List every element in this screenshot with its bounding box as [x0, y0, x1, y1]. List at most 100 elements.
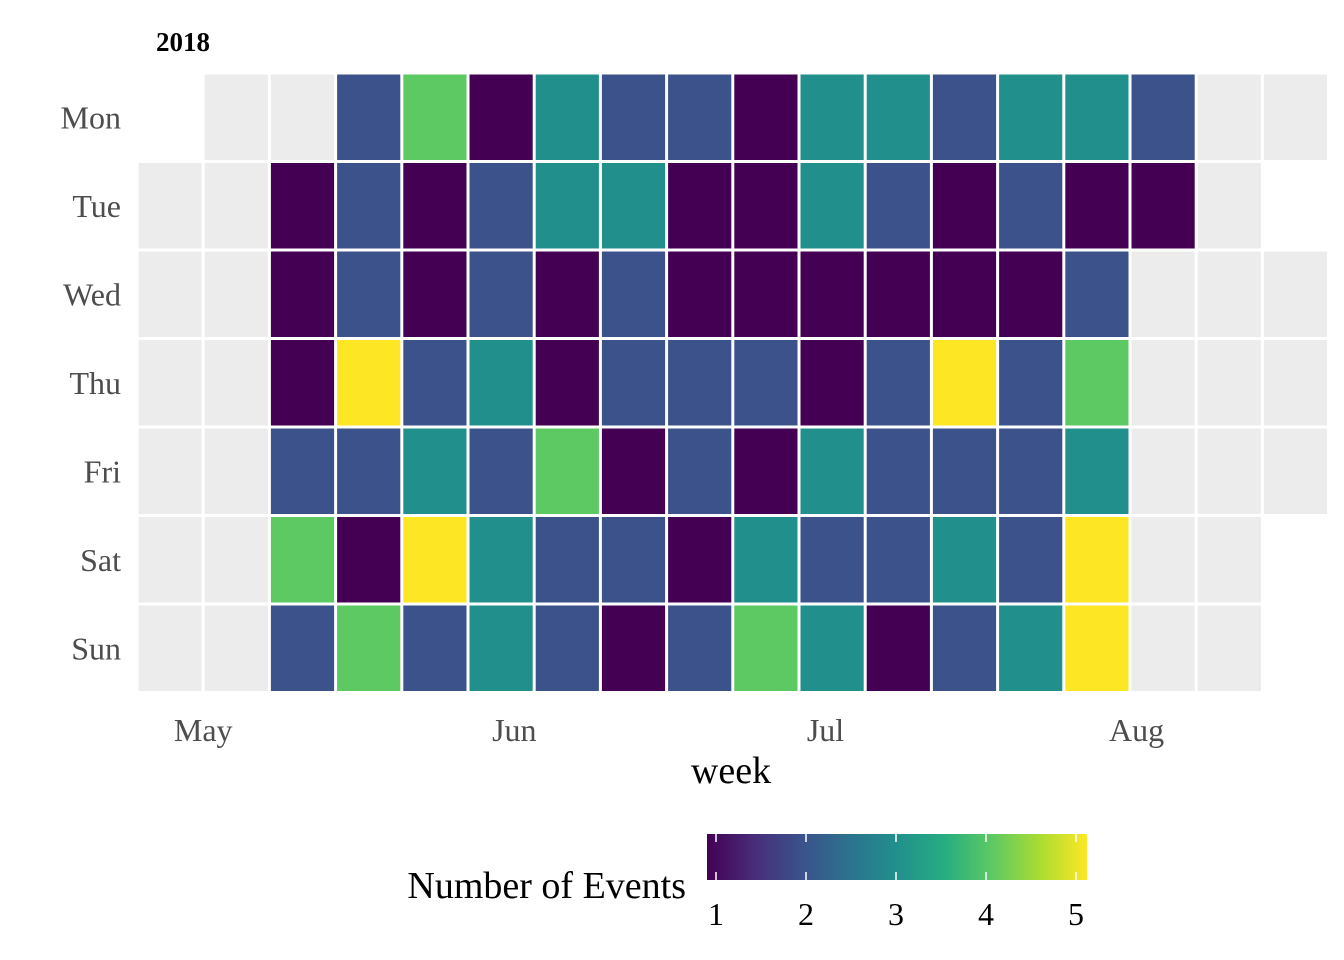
heatmap-cell [932, 605, 997, 691]
heatmap-cell [403, 605, 467, 691]
heatmap-cell [601, 605, 666, 691]
heatmap-cell [535, 340, 599, 426]
heatmap-cell [403, 340, 467, 426]
heatmap-cell [601, 74, 666, 160]
day-label-mon: Mon [61, 99, 121, 135]
legend-title: Number of Events [407, 865, 686, 907]
heatmap-cell-empty [1131, 251, 1195, 337]
heatmap-cell [337, 517, 401, 603]
month-label-jul: Jul [807, 712, 844, 748]
heatmap-cell [734, 517, 798, 603]
heatmap-cell-empty [204, 251, 268, 337]
heatmap-cell [403, 74, 467, 160]
heatmap-cell-empty [1197, 340, 1261, 426]
legend-tick-label: 1 [708, 896, 724, 932]
day-label-thu: Thu [69, 365, 121, 401]
heatmap-cell [469, 428, 533, 514]
heatmap-cell [734, 163, 798, 249]
heatmap-cell-empty [1131, 428, 1195, 514]
heatmap-cell [932, 517, 997, 603]
month-axis: May Jun Jul Aug [174, 712, 1164, 748]
x-axis-title: week [691, 750, 771, 792]
heatmap-cell [999, 74, 1063, 160]
heatmap-cell-empty [1197, 251, 1261, 337]
heatmap-cell [800, 251, 864, 337]
heatmap-cell [999, 340, 1063, 426]
heatmap-cell [337, 251, 401, 337]
heatmap-cell-empty [1197, 163, 1261, 249]
heatmap-cell-empty [204, 517, 268, 603]
heatmap-cell [1065, 428, 1129, 514]
heatmap-cell [734, 340, 798, 426]
heatmap-cell-empty [1263, 74, 1328, 160]
heatmap-cell [469, 340, 533, 426]
heatmap-cell [601, 428, 666, 514]
heatmap-cell-empty [1131, 605, 1195, 691]
heatmap-cell [866, 605, 930, 691]
heatmap-cell-empty [204, 340, 268, 426]
heatmap-cell [535, 251, 599, 337]
day-label-sun: Sun [71, 630, 121, 666]
heatmap-cell [999, 605, 1063, 691]
heatmap-cell [601, 340, 666, 426]
heatmap-cell [668, 163, 732, 249]
heatmap-cell [668, 428, 732, 514]
heatmap-cell [800, 74, 864, 160]
heatmap-cell [668, 605, 732, 691]
heatmap-cell [469, 251, 533, 337]
heatmap-cell [337, 163, 401, 249]
heatmap-cell [1131, 163, 1195, 249]
heatmap-cell [1131, 74, 1195, 160]
heatmap-cell [1065, 340, 1129, 426]
heatmap-cell [403, 428, 467, 514]
heatmap-cell [866, 251, 930, 337]
heatmap-cell [932, 340, 997, 426]
legend-tick-label: 5 [1068, 896, 1084, 932]
heatmap-cell [668, 517, 732, 603]
heatmap-cell [270, 340, 335, 426]
heatmap-cell [270, 163, 335, 249]
heatmap-cell [734, 74, 798, 160]
heatmap-cell [734, 605, 798, 691]
heatmap-cell [866, 428, 930, 514]
heatmap-cell [866, 163, 930, 249]
heatmap-cell-empty [138, 251, 202, 337]
heatmap-cell [1065, 517, 1129, 603]
heatmap-cell-empty [138, 428, 202, 514]
heatmap-cell-empty [204, 428, 268, 514]
heatmap-cell [800, 340, 864, 426]
legend: Number of Events 1 2 3 4 5 [407, 834, 1087, 932]
heatmap-cell [932, 251, 997, 337]
heatmap-cell [1065, 163, 1129, 249]
heatmap-cell [1065, 74, 1129, 160]
heatmap-cell [932, 163, 997, 249]
heatmap-cell [601, 163, 666, 249]
heatmap-cell-empty [1197, 428, 1261, 514]
heatmap-cell-empty [1263, 340, 1328, 426]
chart-title: 2018 [156, 27, 210, 57]
heatmap-cell [337, 428, 401, 514]
heatmap-cell [270, 517, 335, 603]
heatmap-cell [337, 74, 401, 160]
legend-tick-label: 4 [978, 896, 994, 932]
heatmap-cell-empty [138, 605, 202, 691]
heatmap-cell [535, 428, 599, 514]
heatmap-cell [1065, 605, 1129, 691]
heatmap-cell [535, 517, 599, 603]
heatmap-cell [999, 251, 1063, 337]
heatmap-cell-empty [1263, 251, 1328, 337]
heatmap-cell [999, 163, 1063, 249]
heatmap-cell [734, 251, 798, 337]
heatmap-cell [270, 251, 335, 337]
heatmap-cell-empty [1197, 74, 1261, 160]
day-axis: Mon Tue Wed Thu Fri Sat Sun [61, 99, 122, 666]
heatmap-cell-empty [1197, 605, 1261, 691]
heatmap-cell [337, 605, 401, 691]
heatmap-cell-empty [1263, 428, 1328, 514]
heatmap-cell [999, 428, 1063, 514]
legend-colorbar [707, 834, 1087, 880]
heatmap-cell [734, 428, 798, 514]
heatmap-cell [403, 163, 467, 249]
heatmap-cell [469, 163, 533, 249]
heatmap-cell [403, 251, 467, 337]
